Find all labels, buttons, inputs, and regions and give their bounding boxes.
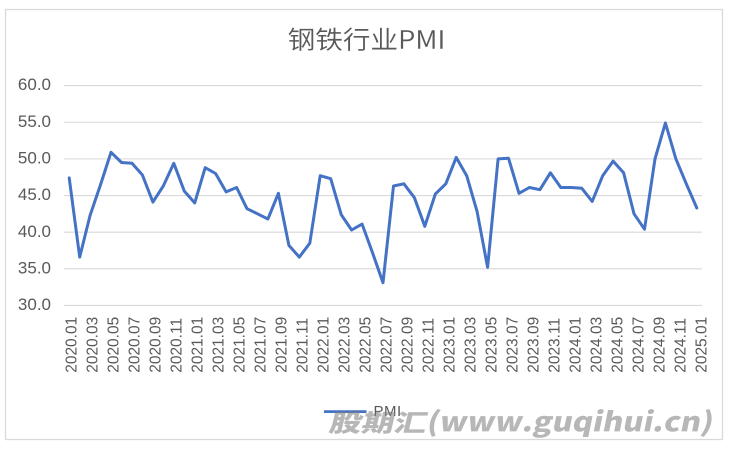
svg-text:2020.11: 2020.11: [169, 318, 186, 373]
svg-text:2021.05: 2021.05: [232, 317, 249, 373]
svg-text:2020.09: 2020.09: [148, 317, 165, 373]
svg-text:2021.11: 2021.11: [295, 318, 312, 373]
svg-text:2023.11: 2023.11: [547, 318, 564, 373]
svg-text:2025.01: 2025.01: [694, 317, 711, 373]
svg-text:2024.07: 2024.07: [631, 317, 648, 373]
svg-text:2021.09: 2021.09: [274, 317, 291, 373]
svg-text:2021.07: 2021.07: [253, 317, 270, 373]
svg-text:2024.03: 2024.03: [589, 317, 606, 373]
svg-text:2023.07: 2023.07: [505, 317, 522, 373]
svg-text:40.0: 40.0: [18, 222, 51, 241]
svg-text:2024.11: 2024.11: [673, 318, 690, 373]
svg-text:30.0: 30.0: [18, 295, 51, 314]
svg-text:2023.05: 2023.05: [484, 317, 501, 373]
svg-text:2021.03: 2021.03: [211, 317, 228, 373]
svg-text:2022.05: 2022.05: [358, 317, 375, 373]
svg-text:2023.03: 2023.03: [463, 317, 480, 373]
svg-text:2022.11: 2022.11: [421, 318, 438, 373]
svg-text:55.0: 55.0: [18, 112, 51, 131]
svg-text:2020.01: 2020.01: [64, 317, 81, 373]
svg-text:2022.09: 2022.09: [400, 317, 417, 373]
svg-text:45.0: 45.0: [18, 185, 51, 204]
svg-text:2020.03: 2020.03: [85, 317, 102, 373]
svg-text:2023.01: 2023.01: [442, 317, 459, 373]
svg-text:50.0: 50.0: [18, 149, 51, 168]
svg-text:2020.07: 2020.07: [127, 317, 144, 373]
svg-text:2023.09: 2023.09: [526, 317, 543, 373]
svg-text:2022.07: 2022.07: [379, 317, 396, 373]
svg-text:2020.05: 2020.05: [106, 317, 123, 373]
svg-text:2022.03: 2022.03: [337, 317, 354, 373]
svg-text:2024.09: 2024.09: [652, 317, 669, 373]
svg-text:60.0: 60.0: [18, 75, 51, 94]
svg-text:2021.01: 2021.01: [190, 317, 207, 373]
svg-text:35.0: 35.0: [18, 258, 51, 277]
svg-text:2022.01: 2022.01: [316, 317, 333, 373]
svg-text:2024.01: 2024.01: [568, 317, 585, 373]
svg-text:2024.05: 2024.05: [610, 317, 627, 373]
